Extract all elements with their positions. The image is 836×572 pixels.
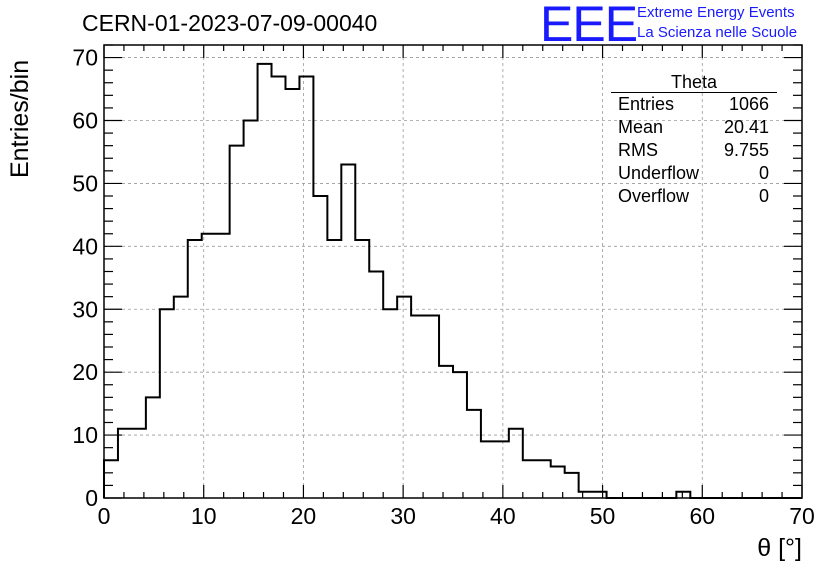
stats-value: 1066 bbox=[728, 94, 769, 114]
stats-label: Underflow bbox=[618, 163, 700, 183]
x-tick-label: 20 bbox=[291, 503, 317, 529]
x-tick-label: 50 bbox=[590, 503, 616, 529]
stats-value: 9.755 bbox=[723, 140, 769, 160]
stats-box: Theta Entries 1066 Mean 20.41 RMS 9.755 … bbox=[611, 72, 777, 208]
stats-value: 0 bbox=[758, 163, 769, 183]
stats-row-overflow: Overflow 0 bbox=[611, 185, 777, 208]
y-tick-label: 0 bbox=[85, 485, 98, 511]
stats-label: Entries bbox=[618, 94, 675, 114]
stats-label: Overflow bbox=[618, 186, 690, 206]
y-tick-label: 20 bbox=[72, 359, 98, 385]
logo-caption-line2: La Scienza nelle Scuole bbox=[637, 24, 798, 41]
stats-row-mean: Mean 20.41 bbox=[611, 116, 777, 139]
y-tick-label: 40 bbox=[72, 233, 98, 259]
x-tick-label: 70 bbox=[789, 503, 815, 529]
y-axis-label: Entries/bin bbox=[6, 59, 34, 178]
x-tick-label: 40 bbox=[490, 503, 516, 529]
stats-row-entries: Entries 1066 bbox=[611, 93, 777, 116]
y-tick-label: 30 bbox=[72, 296, 98, 322]
x-tick-label: 0 bbox=[98, 503, 111, 529]
eee-logo: EEE bbox=[540, 0, 638, 52]
chart-title: CERN-01-2023-07-09-00040 bbox=[82, 10, 378, 36]
stats-row-underflow: Underflow 0 bbox=[611, 162, 777, 185]
x-tick-label: 10 bbox=[191, 503, 217, 529]
x-axis-label: θ [°] bbox=[757, 534, 802, 562]
stats-title: Theta bbox=[611, 72, 777, 93]
stats-label: Mean bbox=[618, 117, 664, 137]
logo-caption: Extreme Energy Events La Scienza nelle S… bbox=[637, 3, 797, 43]
x-tick-label: 60 bbox=[689, 503, 715, 529]
stats-value: 20.41 bbox=[723, 117, 769, 137]
y-tick-label: 50 bbox=[72, 170, 98, 196]
y-tick-label: 60 bbox=[72, 108, 98, 134]
stats-label: RMS bbox=[618, 140, 658, 160]
x-tick-label: 30 bbox=[390, 503, 416, 529]
stats-row-rms: RMS 9.755 bbox=[611, 139, 777, 162]
logo-caption-line1: Extreme Energy Events bbox=[637, 4, 795, 21]
stats-value: 0 bbox=[758, 186, 769, 206]
y-tick-label: 10 bbox=[72, 422, 98, 448]
y-tick-label: 70 bbox=[72, 45, 98, 71]
